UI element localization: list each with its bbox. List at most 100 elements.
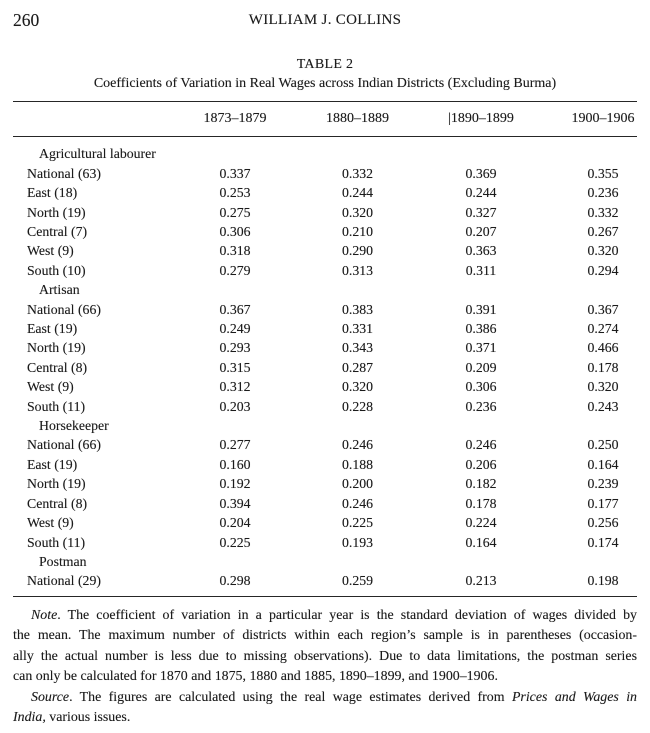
value-cell: 0.294 [587, 262, 619, 278]
value-cell: 0.290 [341, 243, 374, 259]
value-cell: 0.383 [341, 301, 374, 317]
row-label: West (9) [27, 243, 74, 259]
value-cell: 0.355 [587, 165, 619, 181]
value-cell: 0.313 [341, 262, 374, 278]
value-cell: 0.178 [465, 495, 497, 511]
value-cell: 0.200 [341, 476, 374, 492]
value-cell: 0.246 [341, 495, 374, 511]
value-cell: 0.198 [587, 573, 619, 589]
table-row: South (11) 0.203 0.228 0.236 0.243 [13, 397, 637, 416]
value-cell: 0.239 [587, 476, 619, 492]
value-cell: 0.275 [219, 204, 251, 220]
running-head-author: WILLIAM J. COLLINS [248, 12, 402, 28]
note-line: the mean. The maximum number of district… [13, 626, 637, 646]
table-row: North (19) 0.275 0.320 0.327 0.332 [13, 203, 637, 222]
note-text-segment: can only be calculated for 1870 and 1875… [13, 669, 498, 685]
row-label: East (18) [27, 185, 78, 201]
value-cell: 0.267 [587, 224, 619, 240]
row-label: North (19) [27, 476, 86, 492]
value-cell: 0.394 [219, 495, 251, 511]
value-cell: 0.177 [587, 495, 619, 511]
value-cell: 0.164 [465, 534, 497, 550]
value-cell: 0.193 [341, 534, 374, 550]
table-row: North (19) 0.192 0.200 0.182 0.239 [13, 474, 637, 493]
note-line: ally the actual number is less due to mi… [13, 647, 637, 667]
value-cell: 0.367 [219, 301, 251, 317]
source-italic-segment: India, [13, 710, 46, 726]
source-italic-segment: Source [31, 689, 70, 705]
table-row: South (11) 0.225 0.193 0.164 0.174 [13, 533, 637, 552]
row-label: North (19) [27, 340, 86, 356]
column-header-1890-1899: |1890–1899 [448, 111, 514, 126]
value-cell: 0.259 [341, 573, 374, 589]
note-text-segment: the mean. The maximum number of district… [13, 628, 637, 644]
group-header-row: Artisan [13, 280, 637, 299]
value-cell: 0.367 [587, 301, 619, 317]
row-label: Central (8) [27, 359, 88, 375]
page-number: 260 [13, 10, 40, 30]
value-cell: 0.206 [465, 456, 497, 472]
value-cell: 0.279 [219, 262, 251, 278]
table-caption: Coefficients of Variation in Real Wages … [93, 76, 557, 91]
value-cell: 0.249 [219, 321, 251, 337]
value-cell: 0.466 [587, 340, 619, 356]
table-row: National (63) 0.337 0.332 0.369 0.355 [13, 164, 637, 183]
value-cell: 0.332 [587, 204, 619, 220]
value-cell: 0.331 [341, 321, 374, 337]
table-row: East (18) 0.253 0.244 0.244 0.236 [13, 183, 637, 202]
value-cell: 0.243 [587, 398, 619, 414]
row-label: National (66) [27, 301, 101, 317]
table-rule-under-header [13, 135, 637, 137]
note-text-segment: . The coefficient of variation in a part… [57, 608, 637, 623]
value-cell: 0.318 [219, 243, 251, 259]
note-italic-segment: Note [31, 608, 58, 623]
row-label: National (29) [27, 573, 101, 589]
value-cell: 0.174 [587, 534, 619, 550]
notes-block: Note. The coefficient of variation in a … [13, 606, 637, 728]
value-cell: 0.253 [219, 185, 251, 201]
group-header-row: Agricultural labourer [13, 135, 637, 164]
table-row: West (9) 0.312 0.320 0.306 0.320 [13, 377, 637, 396]
value-cell: 0.209 [465, 359, 497, 375]
value-cell: 0.363 [465, 243, 497, 259]
table-row: South (10) 0.279 0.313 0.311 0.294 [13, 261, 637, 280]
table-row: East (19) 0.249 0.331 0.386 0.274 [13, 319, 637, 338]
row-label: Central (8) [27, 495, 88, 511]
table-row: West (9) 0.204 0.225 0.224 0.256 [13, 513, 637, 532]
source-line: Source. The figures are calculated using… [13, 688, 637, 708]
value-cell: 0.213 [465, 573, 497, 589]
table-label: TABLE 2 [296, 57, 354, 72]
value-cell: 0.332 [341, 165, 374, 181]
value-cell: 0.369 [465, 165, 497, 181]
value-cell: 0.391 [465, 301, 497, 317]
value-cell: 0.225 [219, 534, 251, 550]
row-label: West (9) [27, 379, 74, 395]
value-cell: 0.250 [587, 437, 619, 453]
row-label-column-header [13, 103, 174, 135]
value-cell: 0.320 [587, 379, 619, 395]
value-cell: 0.287 [341, 359, 374, 375]
value-cell: 0.306 [219, 224, 251, 240]
group-label: Postman [39, 553, 87, 569]
value-cell: 0.236 [465, 398, 497, 414]
value-cell: 0.371 [465, 340, 497, 356]
table-row: Central (8) 0.315 0.287 0.209 0.178 [13, 358, 637, 377]
value-cell: 0.293 [219, 340, 251, 356]
row-label: East (19) [27, 321, 78, 337]
value-cell: 0.320 [341, 204, 374, 220]
note-text-segment: ally the actual number is less due to mi… [13, 648, 637, 664]
table-row: National (66) 0.367 0.383 0.391 0.367 [13, 300, 637, 319]
row-label: West (9) [27, 515, 74, 531]
value-cell: 0.244 [465, 185, 497, 201]
value-cell: 0.386 [465, 321, 497, 337]
row-label: South (11) [27, 398, 86, 414]
note-line: can only be calculated for 1870 and 1875… [13, 667, 637, 687]
table-note: Note. The coefficient of variation in a … [13, 606, 637, 688]
value-cell: 0.192 [219, 476, 251, 492]
table-row: Central (8) 0.394 0.246 0.178 0.177 [13, 494, 637, 513]
value-cell: 0.274 [587, 321, 619, 337]
source-line: India, various issues. [13, 708, 637, 728]
group-header-row: Horsekeeper [13, 416, 637, 435]
coefficients-table: 1873–1879 1880–1889 |1890–1899 1900–1906… [13, 103, 637, 591]
